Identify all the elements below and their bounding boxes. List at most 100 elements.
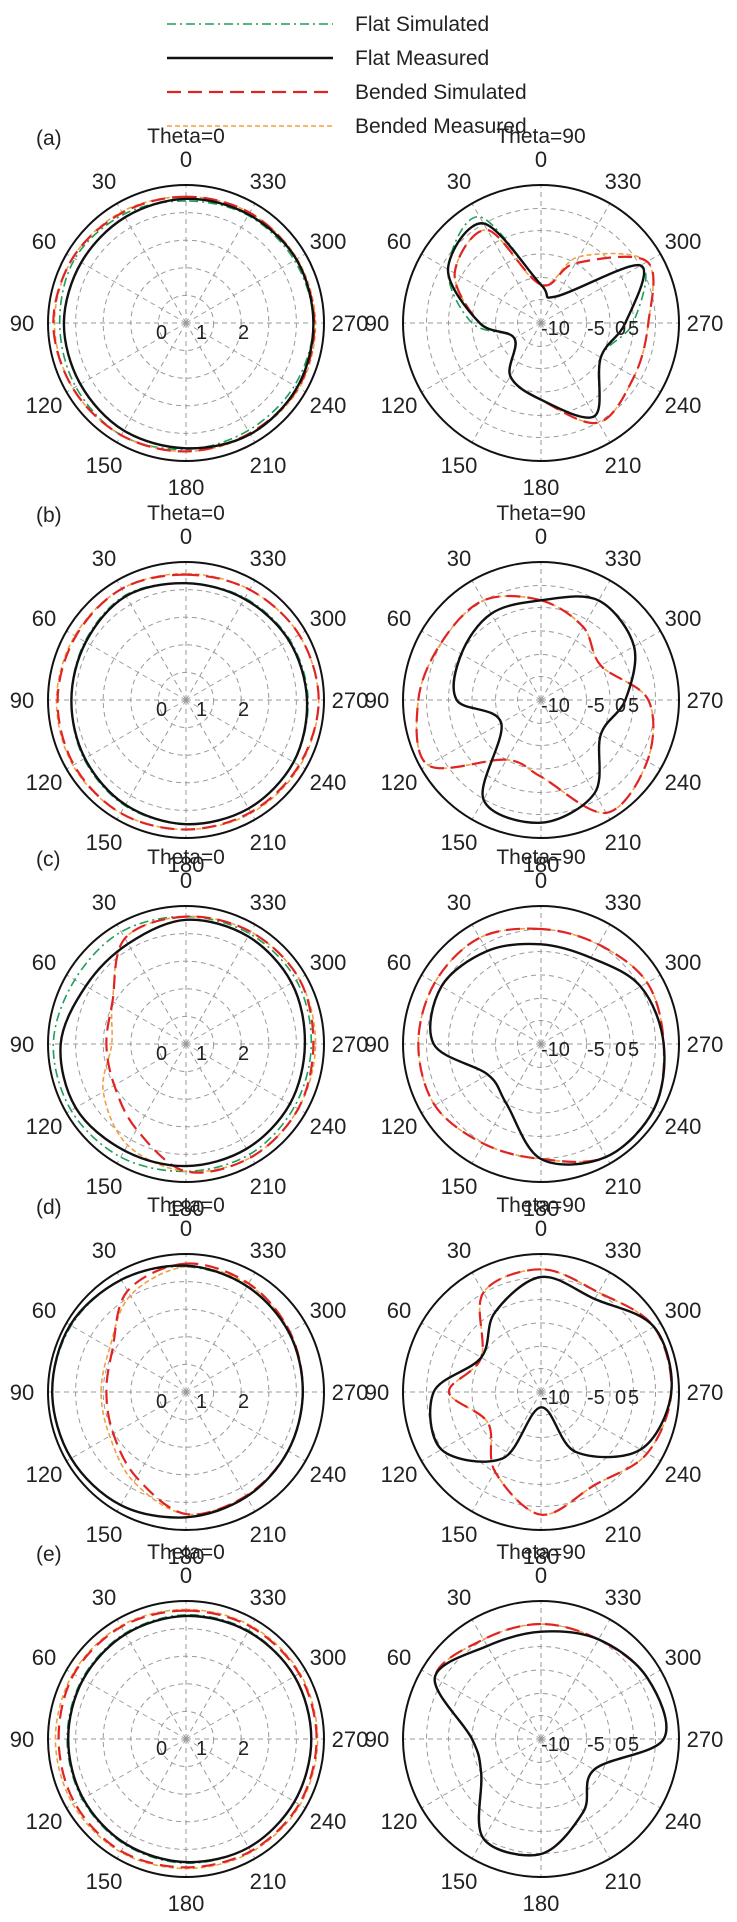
series-bended-simulated [105, 1262, 304, 1516]
angle-label-30: 30 [447, 169, 471, 194]
angle-label-240: 240 [665, 1114, 702, 1139]
grid-spoke [540, 1738, 611, 1859]
angle-label-210: 210 [250, 453, 287, 478]
panel-title: Theta=0 [147, 125, 225, 148]
panel-letter: (d) [36, 1196, 62, 1219]
angle-label-120: 120 [26, 393, 63, 418]
grid-ring [517, 1715, 565, 1763]
grid-spoke [540, 924, 611, 1045]
series-flat-measured [428, 1275, 673, 1463]
grid-spoke [540, 699, 661, 770]
outer-circle [47, 184, 325, 462]
grid-spoke [421, 1391, 542, 1462]
angle-label-240: 240 [665, 1462, 702, 1487]
grid-ring [426, 929, 656, 1159]
grid-spoke [66, 630, 187, 701]
series-bended-simulated [417, 927, 666, 1164]
grid-spoke [185, 580, 256, 701]
grid-ring [426, 585, 656, 815]
angle-label-330: 330 [605, 890, 642, 915]
angle-label-60: 60 [387, 606, 411, 631]
grid-ring [471, 974, 611, 1114]
legend-item-flat-measured: Flat Measured [167, 47, 489, 70]
angle-label-150: 150 [86, 1174, 123, 1199]
angle-label-180: 180 [168, 852, 205, 877]
angle-label-180: 180 [523, 475, 560, 500]
angle-label-120: 120 [381, 393, 418, 418]
angle-label-90: 90 [10, 688, 34, 713]
polar-panel-9: 0 30 60 90 120 150 180 210 240 270 300 330 0 1 2 Theta=… [10, 1541, 369, 1916]
outer-circle [402, 1253, 680, 1531]
grid-spoke [540, 203, 611, 324]
angle-label-90: 90 [10, 311, 34, 336]
radial-label-10: -10 [541, 1734, 570, 1756]
angle-label-90: 90 [10, 1032, 34, 1057]
grid-spoke [116, 580, 187, 701]
grid-ring [517, 1368, 565, 1416]
grid-spoke [471, 924, 542, 1045]
series-flat-measured [433, 1630, 668, 1857]
grid-spoke [471, 1043, 542, 1164]
angle-label-30: 30 [447, 1585, 471, 1610]
polar-panel-1: 0 30 60 90 120 150 180 210 240 270 300 330 0 1 2 Theta=… [10, 125, 369, 500]
angle-label-120: 120 [381, 770, 418, 795]
grid-spoke [185, 924, 256, 1045]
grid-spoke [66, 974, 187, 1045]
grid-ring [517, 1020, 565, 1068]
angle-label-30: 30 [92, 890, 116, 915]
angle-label-330: 330 [250, 890, 287, 915]
grid-ring [517, 299, 565, 347]
angle-label-300: 300 [310, 1645, 347, 1670]
angle-label-240: 240 [310, 1114, 347, 1139]
grid-ring [426, 1624, 656, 1854]
angle-label-210: 210 [605, 1174, 642, 1199]
angle-label-300: 300 [665, 1645, 702, 1670]
legend-item-bended-simulated: Bended Simulated [167, 81, 527, 104]
angle-label-90: 90 [365, 1032, 389, 1057]
angle-label-210: 210 [605, 453, 642, 478]
legend-label: Flat Simulated [355, 13, 489, 36]
angle-label-210: 210 [605, 1522, 642, 1547]
grid-spoke [185, 974, 306, 1045]
radial-label-5: 5 [628, 1039, 639, 1061]
radial-label-5: 5 [628, 1387, 639, 1409]
grid-spoke [540, 1322, 661, 1393]
grid-spoke [471, 1272, 542, 1393]
outer-circle [402, 561, 680, 839]
panel-title: Theta=90 [496, 1541, 585, 1564]
series-flat-measured [452, 595, 637, 824]
grid-spoke [116, 924, 187, 1045]
angle-label-90: 90 [365, 311, 389, 336]
grid-spoke [421, 974, 542, 1045]
radial-label-5: 5 [628, 318, 639, 340]
angle-label-300: 300 [310, 1298, 347, 1323]
grid-spoke [540, 322, 661, 393]
angle-label-270: 270 [332, 688, 369, 713]
radial-label-0: 0 [615, 1039, 626, 1061]
angle-label-120: 120 [26, 1462, 63, 1487]
angle-label-330: 330 [250, 169, 287, 194]
angle-label-0: 0 [180, 1216, 192, 1241]
grid-spoke [185, 1619, 256, 1740]
angle-label-270: 270 [687, 688, 724, 713]
angle-label-330: 330 [605, 1585, 642, 1610]
angle-label-210: 210 [250, 1522, 287, 1547]
radial-label-0: 0 [615, 695, 626, 717]
grid-spoke [185, 699, 256, 820]
grid-spoke [471, 203, 542, 324]
grid-spoke [540, 1272, 611, 1393]
angle-label-240: 240 [310, 393, 347, 418]
radial-label-5: -5 [587, 695, 605, 717]
grid-spoke [66, 322, 187, 393]
series-flat-measured [70, 581, 309, 826]
grid-spoke [66, 1669, 187, 1740]
angle-label-150: 150 [86, 1869, 123, 1894]
panel-title: Theta=0 [147, 846, 225, 869]
legend-label: Bended Simulated [355, 81, 527, 104]
angle-label-300: 300 [665, 606, 702, 631]
polar-panel-5: 0 30 60 90 120 150 180 210 240 270 300 330 0 1 2 Theta=… [10, 846, 369, 1221]
series-flat-measured [67, 1614, 313, 1864]
angle-label-30: 30 [92, 546, 116, 571]
